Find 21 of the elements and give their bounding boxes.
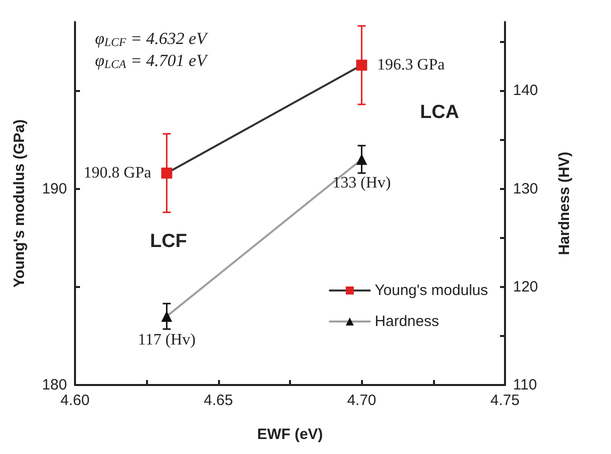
x-tick-label: 4.65: [204, 392, 233, 409]
y2-tick-label: 110: [513, 376, 537, 394]
x-tick-label: 4.70: [347, 392, 376, 409]
data-label: 117 (Hv): [138, 331, 196, 348]
x-axis-title: EWF (eV): [257, 426, 323, 443]
x-tick-label: 4.60: [60, 392, 90, 409]
data-label: 196.3 GPa: [377, 56, 445, 74]
annotation: LCF: [150, 231, 187, 252]
annotation: LCA: [420, 102, 460, 123]
data-label: 133 (Hv): [332, 174, 391, 192]
y2-tick-label: 140: [513, 82, 538, 100]
y2-axis-title: Hardness (HV): [556, 152, 573, 256]
legend-label: Young's modulus: [374, 282, 488, 299]
x-tick-label: 4.75: [490, 392, 520, 409]
y-tick-label: 180: [42, 376, 67, 394]
y2-tick-label: 130: [513, 180, 538, 198]
y2-tick-label: 120: [513, 278, 538, 296]
data-label: 190.8 GPa: [84, 164, 152, 182]
y-axis-title: Young's modulus (GPa): [11, 119, 28, 288]
y-tick-label: 190: [42, 180, 67, 198]
legend-label: Hardness: [374, 313, 439, 330]
